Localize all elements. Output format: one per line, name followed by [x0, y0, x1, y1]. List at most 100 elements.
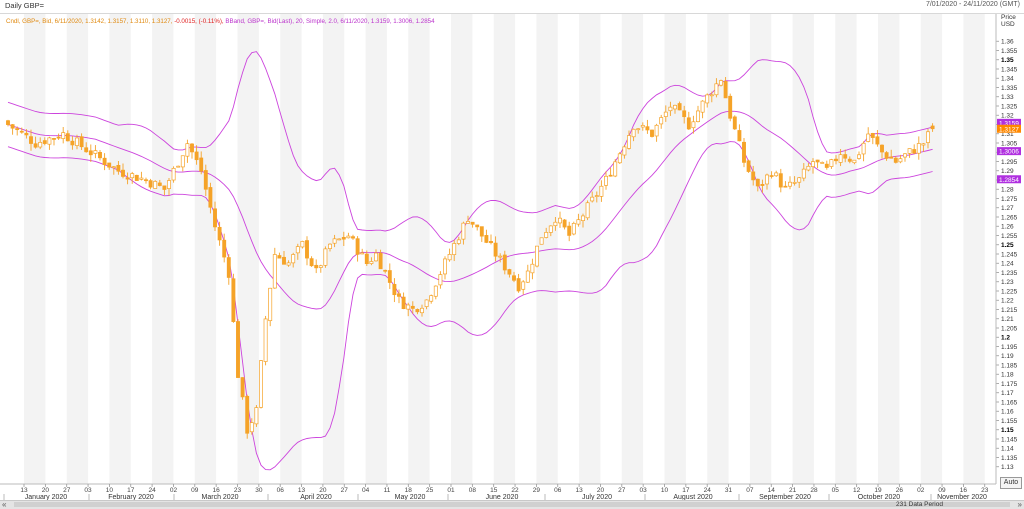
x-tick-label: 06	[277, 487, 285, 494]
candle-body	[751, 171, 756, 181]
candle-body	[24, 132, 29, 136]
x-tick-label: 20	[597, 487, 605, 494]
auto-scale-button[interactable]: Auto	[1000, 477, 1022, 489]
x-tick-label: 15	[490, 487, 498, 494]
candle-body	[820, 162, 825, 164]
badge-lower: 1.2854	[999, 177, 1019, 184]
candle-body	[341, 236, 346, 240]
week-band	[109, 14, 131, 484]
x-tick-label: 20	[319, 487, 327, 494]
x-tick-label: 13	[575, 487, 583, 494]
candle-body	[98, 152, 102, 159]
week-band	[493, 14, 516, 484]
candle-body	[38, 142, 43, 148]
x-tick-label: 27	[618, 487, 626, 494]
candle-body	[84, 147, 89, 153]
candle-body	[889, 156, 894, 159]
candle-body	[33, 143, 38, 148]
week-band	[707, 14, 729, 484]
candle-body	[774, 172, 779, 177]
candle-body	[645, 126, 650, 131]
y-tick-label: 1.22	[1001, 298, 1014, 305]
candle-body	[535, 245, 539, 267]
x-tick-label: 23	[981, 487, 989, 494]
candle-body	[452, 243, 457, 255]
candle-body	[185, 143, 190, 157]
x-tick-label: 23	[234, 487, 242, 494]
candle-body	[732, 116, 737, 130]
candle-body	[139, 177, 144, 180]
scroll-left-button[interactable]: «	[2, 500, 7, 509]
candle-body	[659, 117, 664, 125]
candle-body	[608, 174, 613, 177]
candle-body	[93, 150, 98, 154]
time-axis[interactable]: 13 20 27 03 10 17 24 02 09 16 23 30 06 13 20 27 04 11 18 25…	[0, 483, 996, 500]
candle-body	[861, 142, 866, 155]
badge-lower-bg	[997, 175, 1021, 184]
candle-body	[650, 129, 654, 137]
y-tick-label: 1.255	[1001, 233, 1018, 240]
candle-body	[300, 241, 305, 248]
candle-body	[176, 165, 181, 168]
candle-body	[162, 185, 167, 190]
price-axis[interactable]: Price USD 1.13 1.135 1.14 1.145 1.15 1.155 1.1…	[995, 14, 1018, 484]
price-chart[interactable]: Cndl, GBP=, Bid, 6/11/2020, 1.3142, 1.31…	[0, 14, 1024, 500]
badge-upper: 1.3159	[999, 120, 1019, 127]
candle-body	[594, 195, 599, 197]
candle-body	[429, 295, 434, 302]
candle-body	[640, 124, 645, 128]
candle-body	[484, 235, 489, 243]
scrollbar-thumb[interactable]	[14, 502, 1010, 507]
bband-upper	[7, 51, 933, 243]
candle-body	[737, 130, 742, 142]
candle-body	[337, 238, 342, 241]
candle-body	[875, 136, 880, 145]
candle-body	[125, 177, 130, 180]
x-tick-label: 01	[447, 487, 455, 494]
candle-body	[231, 278, 236, 322]
candle-body	[19, 130, 24, 133]
candle-body	[443, 258, 447, 275]
candle-body	[705, 94, 710, 104]
candle-body	[880, 144, 884, 153]
y-tick-label: 1.31	[1001, 131, 1014, 138]
x-tick-label: 07	[746, 487, 754, 494]
candle-body	[617, 153, 622, 164]
candle-body	[829, 159, 834, 167]
candlestick-series	[6, 77, 935, 439]
scroll-right-button[interactable]: »	[1017, 500, 1022, 509]
week-band	[322, 14, 345, 484]
candle-body	[378, 252, 383, 270]
candle-body	[921, 143, 926, 146]
candle-body	[562, 219, 567, 228]
candle-body	[769, 175, 774, 177]
candle-body	[691, 121, 696, 129]
candle-body	[824, 163, 829, 168]
candle-body	[6, 120, 10, 125]
candle-body	[410, 305, 415, 309]
week-band	[749, 14, 772, 484]
candle-body	[240, 377, 245, 398]
candle-body	[636, 128, 641, 131]
candle-body	[682, 110, 687, 118]
candle-body	[806, 165, 811, 171]
week-band	[365, 14, 387, 484]
candle-body	[581, 215, 585, 221]
candle-body	[792, 181, 797, 184]
candle-body	[852, 159, 857, 164]
candle-body	[263, 318, 268, 362]
chart-legend: Cndl, GBP=, Bid, 6/11/2020, 1.3142, 1.31…	[6, 18, 435, 25]
candle-body	[272, 254, 277, 289]
candle-body	[291, 254, 296, 264]
x-tick-label: 26	[896, 487, 904, 494]
candle-body	[746, 160, 751, 172]
candle-body	[392, 283, 397, 296]
candle-body	[249, 422, 254, 433]
week-band	[536, 14, 558, 484]
candle-body	[728, 95, 733, 119]
time-scrollbar[interactable]: « 231 Data Period »	[0, 500, 1024, 509]
y-tick-label: 1.32	[1001, 113, 1014, 120]
currency-axis-title: USD	[1001, 21, 1015, 28]
candle-body	[456, 239, 461, 244]
candle-body	[56, 136, 61, 139]
